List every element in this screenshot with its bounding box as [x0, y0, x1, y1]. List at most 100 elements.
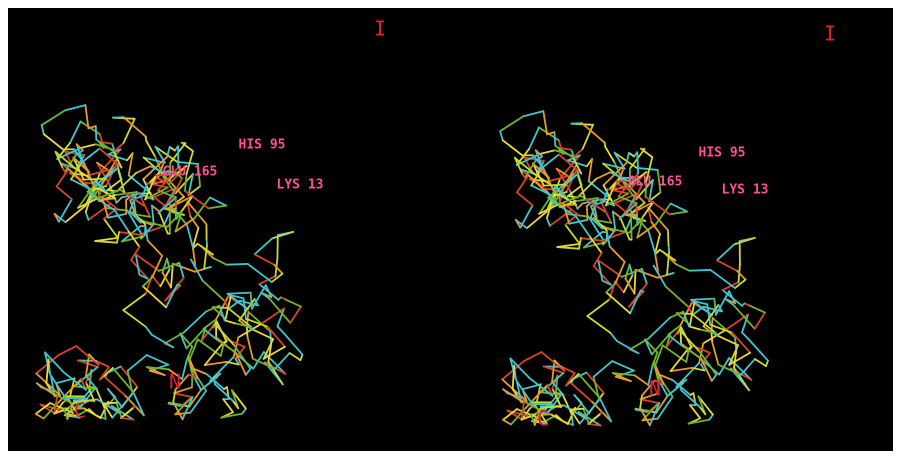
backbone-segment — [728, 357, 753, 381]
backbone-segment — [520, 401, 525, 421]
right-panel-labels: I HIS 95 GLU 165 LYS 13 N C — [537, 22, 836, 431]
backbone-segment — [597, 259, 623, 278]
backbone-segment — [519, 204, 534, 229]
backbone-segment — [605, 180, 617, 207]
backbone-segment — [702, 304, 720, 328]
backbone-segment — [85, 353, 90, 377]
backbone-segment — [49, 402, 74, 414]
backbone-segment — [605, 192, 630, 207]
backbone-segment — [645, 156, 654, 182]
backbone-segment — [639, 407, 651, 427]
backbone-segment — [129, 195, 144, 202]
backbone-segment — [174, 211, 183, 233]
backbone-segment — [258, 275, 277, 285]
backbone-segment — [629, 201, 655, 215]
backbone-segment — [140, 233, 146, 240]
backbone-segment — [225, 360, 240, 366]
backbone-segment — [698, 350, 718, 376]
backbone-segment — [223, 300, 229, 309]
backbone-segment — [55, 185, 73, 201]
backbone-segment — [573, 394, 590, 414]
backbone-segment — [127, 174, 152, 195]
backbone-segment — [138, 273, 149, 280]
backbone-segment — [288, 352, 302, 361]
backbone-segment — [698, 328, 717, 335]
backbone-segment — [185, 326, 207, 350]
backbone-segment — [173, 145, 180, 152]
backbone-segment — [283, 298, 302, 308]
backbone-segment — [624, 263, 631, 280]
backbone-segment — [196, 338, 222, 357]
backbone-segment — [79, 143, 97, 149]
backbone-segment — [515, 380, 534, 405]
backbone-segment — [103, 217, 119, 239]
backbone-segment — [172, 386, 193, 395]
backbone-segment — [260, 291, 271, 300]
backbone-segment — [717, 363, 742, 376]
backbone-segment — [218, 304, 226, 322]
backbone-segment — [120, 407, 134, 419]
backbone-segment — [598, 396, 613, 423]
backbone-segment — [271, 230, 294, 240]
backbone-segment — [634, 177, 644, 186]
backbone-segment — [187, 185, 201, 197]
backbone-segment — [558, 193, 577, 206]
backbone-segment — [624, 277, 636, 295]
backbone-segment — [633, 374, 650, 386]
backbone-segment — [667, 244, 671, 252]
backbone-segment — [262, 345, 286, 360]
backbone-segment — [534, 155, 544, 163]
backbone-segment — [554, 144, 574, 159]
backbone-segment — [86, 169, 109, 177]
backbone-segment — [134, 253, 141, 276]
backbone-segment — [530, 184, 553, 197]
backbone-segment — [216, 338, 237, 354]
backbone-segment — [209, 356, 235, 382]
backbone-segment — [163, 331, 185, 345]
backbone-segment — [590, 201, 605, 208]
backbone-segment — [513, 156, 539, 178]
backbone-segment — [592, 375, 601, 401]
backbone-segment — [644, 338, 653, 356]
backbone-segment — [145, 140, 157, 158]
backbone-segment — [654, 253, 660, 274]
backbone-segment — [70, 178, 93, 191]
backbone-segment — [75, 345, 100, 366]
backbone-segment — [576, 177, 598, 199]
backbone-segment — [605, 291, 632, 315]
backbone-segment — [53, 407, 70, 415]
backbone-segment — [174, 373, 190, 391]
backbone-segment — [576, 173, 586, 199]
backbone-segment — [187, 373, 199, 380]
backbone-segment — [154, 173, 169, 177]
backbone-segment — [80, 378, 87, 391]
backbone-segment — [582, 241, 605, 249]
backbone-segment — [111, 392, 134, 419]
backbone-segment — [614, 260, 626, 285]
backbone-segment — [525, 210, 548, 230]
backbone-segment — [589, 197, 599, 219]
backbone-segment — [538, 149, 556, 155]
backbone-segment — [528, 126, 540, 150]
backbone-segment — [220, 412, 244, 419]
backbone-segment — [234, 322, 253, 329]
backbone-segment — [54, 150, 63, 168]
backbone-segment — [609, 171, 629, 182]
backbone-segment — [595, 219, 613, 224]
backbone-segment — [76, 154, 86, 168]
backbone-segment — [648, 191, 662, 203]
backbone-segment — [85, 375, 99, 391]
backbone-segment — [143, 220, 169, 228]
backbone-segment — [172, 392, 194, 398]
backbone-segment — [587, 215, 605, 242]
backbone-segment — [540, 153, 560, 169]
backbone-segment — [739, 358, 756, 376]
label-n: N — [649, 377, 661, 401]
backbone-segment — [689, 300, 696, 326]
backbone-segment — [628, 151, 635, 158]
backbone-segment — [161, 257, 168, 274]
backbone-segment — [130, 246, 141, 261]
backbone-segment — [283, 332, 304, 356]
backbone-segment — [106, 178, 123, 192]
backbone-segment — [237, 323, 262, 339]
